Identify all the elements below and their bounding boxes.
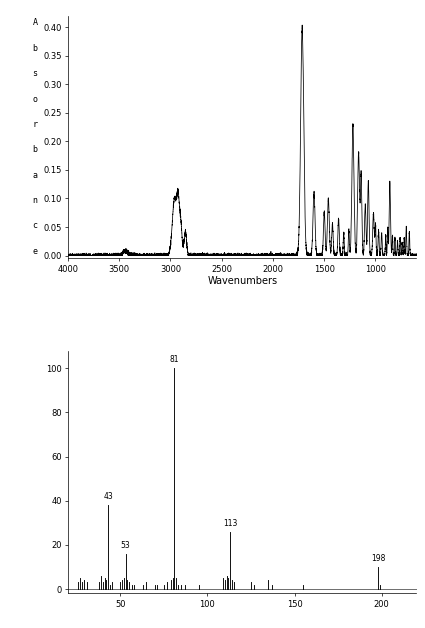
Text: s: s: [32, 69, 37, 78]
Text: e: e: [32, 247, 37, 256]
Text: n: n: [32, 196, 37, 205]
Text: 43: 43: [103, 492, 113, 501]
Text: r: r: [32, 120, 37, 129]
Text: 81: 81: [170, 355, 179, 364]
Text: A: A: [32, 18, 37, 28]
Text: a: a: [32, 171, 37, 180]
Text: 198: 198: [371, 554, 385, 563]
Text: o: o: [32, 95, 37, 104]
Text: 113: 113: [223, 519, 237, 528]
Text: 53: 53: [121, 541, 130, 550]
Text: c: c: [32, 221, 37, 230]
X-axis label: Wavenumbers: Wavenumbers: [207, 276, 277, 286]
Text: b: b: [32, 44, 37, 53]
Text: b: b: [32, 145, 37, 154]
